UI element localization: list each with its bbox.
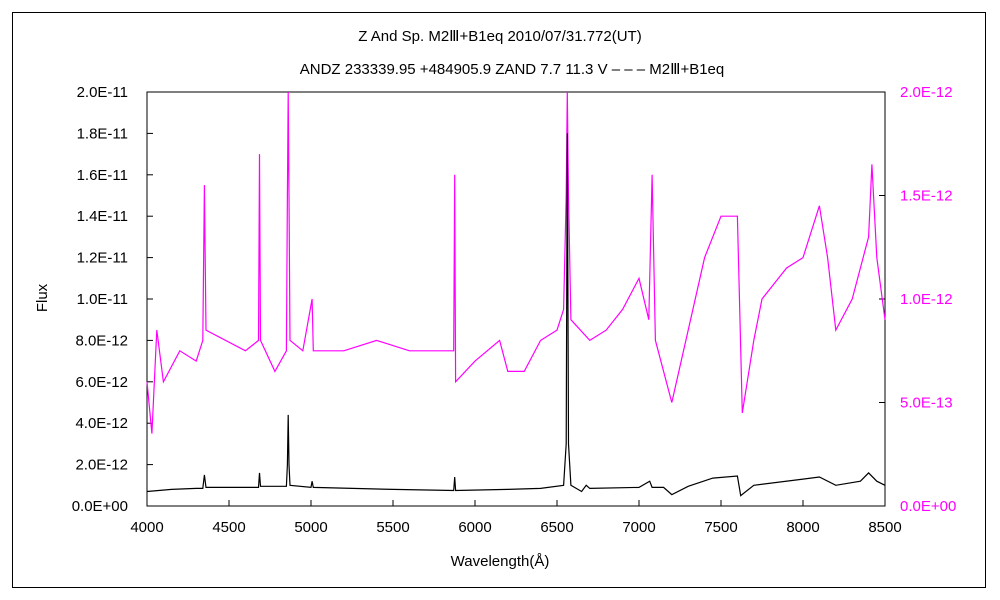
x-tick-label: 6500 [540,519,573,536]
x-tick-label: 5000 [294,519,327,536]
y-right-tick-label: 1.5E-12 [900,188,953,205]
x-tick-label: 8000 [786,519,819,536]
x-tick-label: 5500 [376,519,409,536]
y-axis-label: Flux [34,283,51,312]
y-left-tick-label: 6.0E-12 [75,374,128,391]
y-left-tick-label: 1.4E-11 [77,208,128,225]
series-line-right [146,91,886,434]
y-left-tick-label: 1.8E-11 [77,125,128,142]
x-axis-label: Wavelength(Å) [451,553,550,570]
x-tick-label: 4500 [212,519,245,536]
y-right-tick-label: 5.0E-13 [900,395,953,412]
y-left-tick-label: 1.2E-11 [77,250,128,267]
y-right-tick-label: 0.0E+00 [900,498,956,515]
x-tick-label: 8500 [868,519,901,536]
y-right-tick-label: 1.0E-12 [900,291,953,308]
y-left-tick-label: 8.0E-12 [75,332,128,349]
chart-frame [12,12,986,588]
chart-title: Z And Sp. M2Ⅲ+B1eq 2010/07/31.772(UT) [358,28,641,45]
y-left-tick-label: 4.0E-12 [75,415,128,432]
y-left-tick-label: 0.0E+00 [72,498,128,515]
x-tick-label: 7000 [622,519,655,536]
y-left-tick-label: 2.0E-11 [77,84,128,101]
y-left-tick-label: 1.0E-11 [77,291,128,308]
plot-area [146,91,886,507]
y-left-tick-label: 2.0E-12 [75,457,128,474]
x-tick-label: 7500 [704,519,737,536]
chart-subtitle: ANDZ 233339.95 +484905.9 ZAND 7.7 11.3 V… [300,61,725,78]
y-right-tick-label: 2.0E-12 [900,84,953,101]
x-tick-label: 4000 [130,519,163,536]
x-tick-label: 6000 [458,519,491,536]
y-left-tick-label: 1.6E-11 [77,167,128,184]
series-line-left [146,133,886,497]
